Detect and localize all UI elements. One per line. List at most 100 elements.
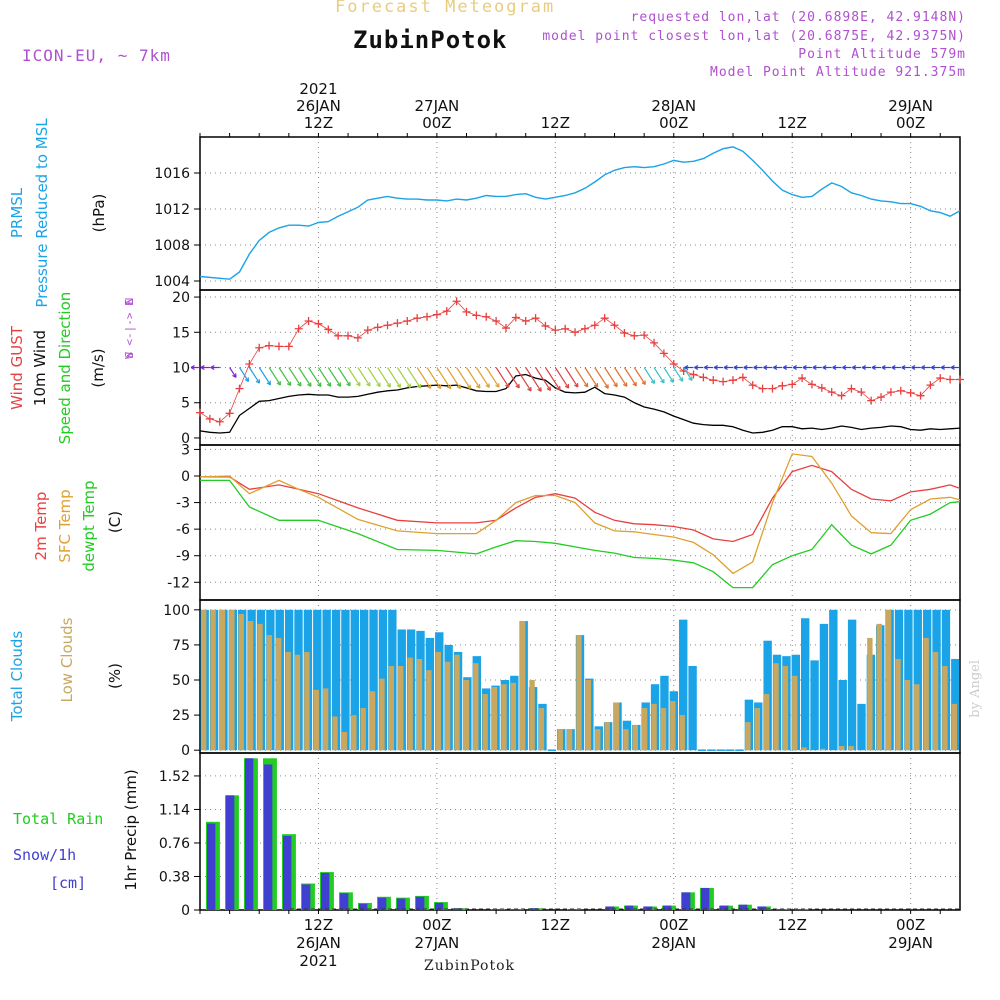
low-cloud-bar [276, 637, 282, 751]
low-cloud-bar [426, 670, 432, 751]
snow-bar [796, 909, 805, 910]
gust-marker [521, 317, 530, 325]
wind-arrow-head [456, 384, 461, 390]
wind-arrow [643, 367, 655, 384]
y-tick-label: -12 [167, 575, 190, 591]
y-tick-label: 3 [181, 442, 190, 458]
wind-arrow-head [527, 386, 532, 392]
total-cloud-bar [322, 609, 331, 751]
y-tick-label: 75 [172, 638, 190, 654]
dewpt-line [200, 479, 961, 589]
low-cloud-bar [201, 609, 207, 751]
snow-bar [739, 904, 748, 910]
y-tick-label: 0 [181, 743, 190, 759]
wind-arrow [268, 367, 281, 386]
wind-arrow-head [802, 365, 807, 370]
top-time-label: 12Z [304, 114, 333, 132]
low-cloud-bar [914, 684, 920, 751]
gust-marker [857, 388, 866, 397]
low-cloud-bar [435, 651, 441, 751]
low-cloud-bar [510, 682, 517, 751]
y-tick-label: 25 [172, 708, 190, 724]
wind-arrow [633, 367, 646, 385]
low-cloud-bar [332, 716, 338, 751]
total-cloud-bar [688, 665, 697, 751]
wind-arrow [357, 367, 371, 387]
wind-arrow [683, 367, 693, 381]
y-tick-label: 0.76 [159, 836, 190, 852]
low-cloud-bar [867, 637, 873, 751]
gust-marker [363, 326, 372, 335]
compass-north: N [123, 298, 136, 305]
snow-bar [245, 758, 254, 910]
wind-arrow-head [650, 379, 656, 385]
y-tick-label: 10 [172, 361, 190, 377]
wind-arrow-head [822, 365, 827, 370]
snow-bar [568, 909, 577, 910]
compass-south: S [123, 352, 136, 359]
gust-marker [719, 377, 728, 386]
low-cloud-bar [773, 663, 779, 751]
snow-bar [283, 835, 292, 910]
gust-marker [531, 314, 540, 323]
wind-arrow-head [255, 379, 261, 384]
low-cloud-bar [641, 708, 648, 751]
low-cloud-bar [229, 609, 235, 751]
gust-marker [689, 370, 698, 379]
top-time-label: 2021 [299, 80, 337, 98]
low-cloud-bar [257, 623, 263, 751]
y-tick-label: 1.52 [159, 769, 190, 785]
wind-arrow-head [200, 365, 205, 370]
wind-arrow-head [574, 383, 579, 388]
gust-marker [669, 359, 678, 368]
wind-arrow-head [632, 381, 637, 387]
gust-marker [413, 314, 422, 323]
wind-arrow-head [773, 365, 778, 370]
snow-bar [321, 872, 330, 910]
snow-bar [682, 892, 691, 910]
snow-bar [644, 906, 653, 910]
snow-bar [378, 897, 387, 910]
gust-marker [758, 384, 767, 393]
total-cloud-bar [313, 609, 322, 751]
gust-marker [827, 388, 836, 397]
wind-arrow-head [505, 383, 510, 388]
top-time-label: 00Z [896, 114, 925, 132]
wind-arrow-head [336, 382, 342, 387]
low-cloud-bar [632, 724, 638, 751]
model-name: ICON-EU, ~ 7km [22, 46, 171, 65]
snow-bar [777, 909, 786, 910]
gust-marker [916, 391, 925, 400]
wind-arrow-head [871, 365, 876, 370]
snow-bar [359, 903, 368, 910]
top-time-label: 26JAN [296, 97, 341, 115]
low-cloud-bar [651, 703, 657, 751]
wind-arrow-head [613, 382, 618, 388]
wind-arrow [278, 367, 292, 386]
pressure-label-prmsl: PRMSL [8, 187, 26, 238]
low-cloud-bar [398, 665, 404, 751]
low-cloud-bar [595, 729, 601, 751]
wind-arrow-head [921, 365, 926, 370]
y-tick-label: 50 [172, 673, 190, 689]
bottom-time-label: 27JAN [415, 934, 460, 952]
snow-bar [226, 795, 235, 910]
pressure-line [199, 146, 961, 280]
total-cloud-bar [847, 619, 857, 751]
y-tick-label: -6 [176, 522, 190, 538]
gust-marker [551, 326, 560, 335]
snow-bar [302, 884, 311, 910]
low-cloud-bar [379, 678, 385, 751]
wind-arrow [387, 367, 401, 388]
wind-arrow-head [286, 381, 292, 387]
y-tick-label: 0 [181, 903, 190, 919]
wind-arrow-head [396, 383, 402, 388]
wind-arrow [229, 367, 237, 378]
pressure-label-long: Pressure Reduced to MSL [33, 118, 51, 308]
panel-frame-temperature [199, 444, 961, 601]
wind-arrow-head [593, 383, 599, 388]
wind-arrow-head [406, 383, 411, 389]
gust-marker [798, 374, 807, 383]
gust-marker [837, 391, 846, 400]
